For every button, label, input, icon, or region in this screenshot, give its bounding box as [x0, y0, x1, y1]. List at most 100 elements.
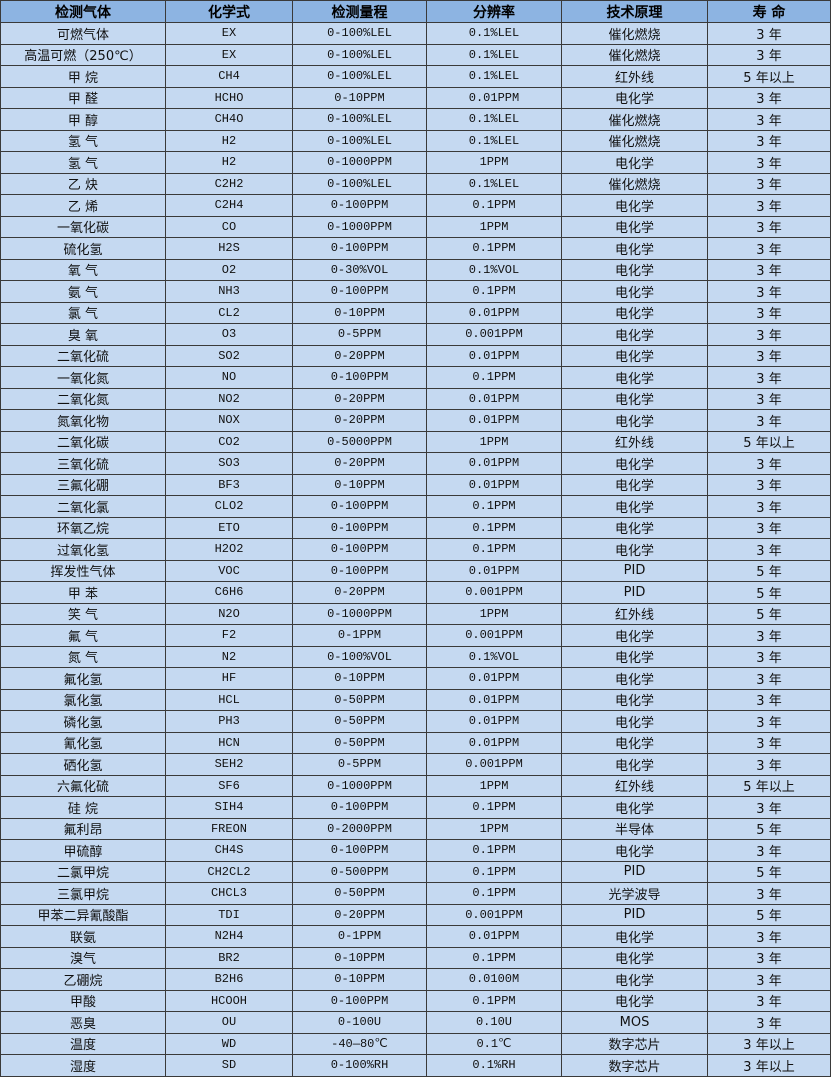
cell-gas: 氟利昂: [0, 817, 166, 840]
cell-range: -40—80℃: [292, 1032, 427, 1055]
cell-gas: 二氯甲烷: [0, 860, 166, 883]
table-row: 三氧化硫 SO3 0-20PPM 0.01PPM 电化学 3 年: [0, 452, 831, 475]
cell-principle: 电化学: [561, 839, 708, 862]
table-row: 磷化氢 PH3 0-50PPM 0.01PPM 电化学 3 年: [0, 710, 831, 733]
cell-lifespan: 3 年: [707, 710, 831, 733]
cell-formula: O2: [165, 258, 293, 281]
cell-lifespan: 3 年: [707, 731, 831, 754]
cell-range: 0-5000PPM: [292, 430, 427, 453]
table-row: 过氧化氢 H2O2 0-100PPM 0.1PPM 电化学 3 年: [0, 538, 831, 561]
cell-principle: 电化学: [561, 452, 708, 475]
cell-gas: 笑 气: [0, 602, 166, 625]
cell-lifespan: 3 年: [707, 194, 831, 217]
cell-principle: 电化学: [561, 538, 708, 561]
cell-gas: 氢 气: [0, 151, 166, 174]
cell-resolution: 0.1PPM: [426, 194, 562, 217]
cell-range: 0-20PPM: [292, 581, 427, 604]
cell-principle: 电化学: [561, 516, 708, 539]
cell-resolution: 0.1PPM: [426, 237, 562, 260]
cell-principle: 红外线: [561, 774, 708, 797]
cell-gas: 乙硼烷: [0, 968, 166, 991]
cell-formula: N2O: [165, 602, 293, 625]
cell-gas: 三氧化硫: [0, 452, 166, 475]
cell-formula: CH4S: [165, 839, 293, 862]
cell-resolution: 0.01PPM: [426, 301, 562, 324]
cell-range: 0-10PPM: [292, 968, 427, 991]
table-row: 二氧化碳 CO2 0-5000PPM 1PPM 红外线 5 年以上: [0, 430, 831, 453]
cell-principle: 电化学: [561, 366, 708, 389]
cell-range: 0-100PPM: [292, 495, 427, 518]
cell-lifespan: 3 年: [707, 22, 831, 45]
cell-principle: 电化学: [561, 688, 708, 711]
cell-formula: CO2: [165, 430, 293, 453]
cell-range: 0-1000PPM: [292, 151, 427, 174]
cell-principle: 电化学: [561, 796, 708, 819]
cell-range: 0-20PPM: [292, 409, 427, 432]
cell-formula: HCOOH: [165, 989, 293, 1012]
cell-lifespan: 3 年: [707, 796, 831, 819]
cell-range: 0-100PPM: [292, 839, 427, 862]
cell-principle: 电化学: [561, 667, 708, 690]
cell-resolution: 0.001PPM: [426, 903, 562, 926]
cell-range: 0-30%VOL: [292, 258, 427, 281]
cell-gas: 乙 炔: [0, 172, 166, 195]
cell-formula: H2O2: [165, 538, 293, 561]
cell-principle: 电化学: [561, 753, 708, 776]
table-row: 氨 气 NH3 0-100PPM 0.1PPM 电化学 3 年: [0, 280, 831, 303]
table-row: 氰化氢 HCN 0-50PPM 0.01PPM 电化学 3 年: [0, 731, 831, 754]
cell-lifespan: 3 年: [707, 516, 831, 539]
cell-lifespan: 3 年: [707, 387, 831, 410]
cell-resolution: 0.01PPM: [426, 409, 562, 432]
cell-formula: CL2: [165, 301, 293, 324]
cell-principle: 催化燃烧: [561, 43, 708, 66]
cell-formula: BR2: [165, 946, 293, 969]
cell-resolution: 0.01PPM: [426, 387, 562, 410]
cell-principle: 数字芯片: [561, 1054, 708, 1077]
header-lifespan: 寿 命: [707, 0, 831, 23]
table-row: 挥发性气体 VOC 0-100PPM 0.01PPM PID 5 年: [0, 559, 831, 582]
table-row: 氯化氢 HCL 0-50PPM 0.01PPM 电化学 3 年: [0, 688, 831, 711]
cell-resolution: 0.001PPM: [426, 323, 562, 346]
cell-range: 0-50PPM: [292, 882, 427, 905]
cell-resolution: 0.0100M: [426, 968, 562, 991]
cell-gas: 过氧化氢: [0, 538, 166, 561]
cell-lifespan: 3 年: [707, 882, 831, 905]
cell-resolution: 0.1℃: [426, 1032, 562, 1055]
table-row: 溴气 BR2 0-10PPM 0.1PPM 电化学 3 年: [0, 946, 831, 969]
cell-gas: 湿度: [0, 1054, 166, 1077]
cell-lifespan: 3 年: [707, 151, 831, 174]
cell-gas: 乙 烯: [0, 194, 166, 217]
cell-resolution: 0.01PPM: [426, 710, 562, 733]
cell-lifespan: 5 年: [707, 559, 831, 582]
cell-range: 0-50PPM: [292, 731, 427, 754]
cell-principle: 电化学: [561, 624, 708, 647]
cell-formula: SIH4: [165, 796, 293, 819]
cell-range: 0-50PPM: [292, 710, 427, 733]
table-row: 氮氧化物 NOX 0-20PPM 0.01PPM 电化学 3 年: [0, 409, 831, 432]
cell-formula: HF: [165, 667, 293, 690]
cell-lifespan: 3 年: [707, 753, 831, 776]
cell-resolution: 0.1%VOL: [426, 258, 562, 281]
cell-range: 0-1000PPM: [292, 215, 427, 238]
cell-range: 0-1000PPM: [292, 602, 427, 625]
cell-principle: 电化学: [561, 645, 708, 668]
cell-principle: 催化燃烧: [561, 108, 708, 131]
cell-resolution: 0.01PPM: [426, 559, 562, 582]
cell-gas: 氧 气: [0, 258, 166, 281]
cell-range: 0-50PPM: [292, 688, 427, 711]
cell-gas: 氯 气: [0, 301, 166, 324]
table-row: 环氧乙烷 ETO 0-100PPM 0.1PPM 电化学 3 年: [0, 516, 831, 539]
cell-lifespan: 3 年: [707, 344, 831, 367]
cell-resolution: 0.1%LEL: [426, 172, 562, 195]
cell-gas: 甲 醇: [0, 108, 166, 131]
table-row: 六氟化硫 SF6 0-1000PPM 1PPM 红外线 5 年以上: [0, 774, 831, 797]
cell-gas: 氨 气: [0, 280, 166, 303]
cell-gas: 甲硫醇: [0, 839, 166, 862]
cell-resolution: 0.01PPM: [426, 925, 562, 948]
cell-gas: 甲 苯: [0, 581, 166, 604]
table-row: 恶臭 OU 0-100U 0.10U MOS 3 年: [0, 1011, 831, 1034]
cell-gas: 甲 醛: [0, 86, 166, 109]
cell-formula: VOC: [165, 559, 293, 582]
cell-formula: PH3: [165, 710, 293, 733]
